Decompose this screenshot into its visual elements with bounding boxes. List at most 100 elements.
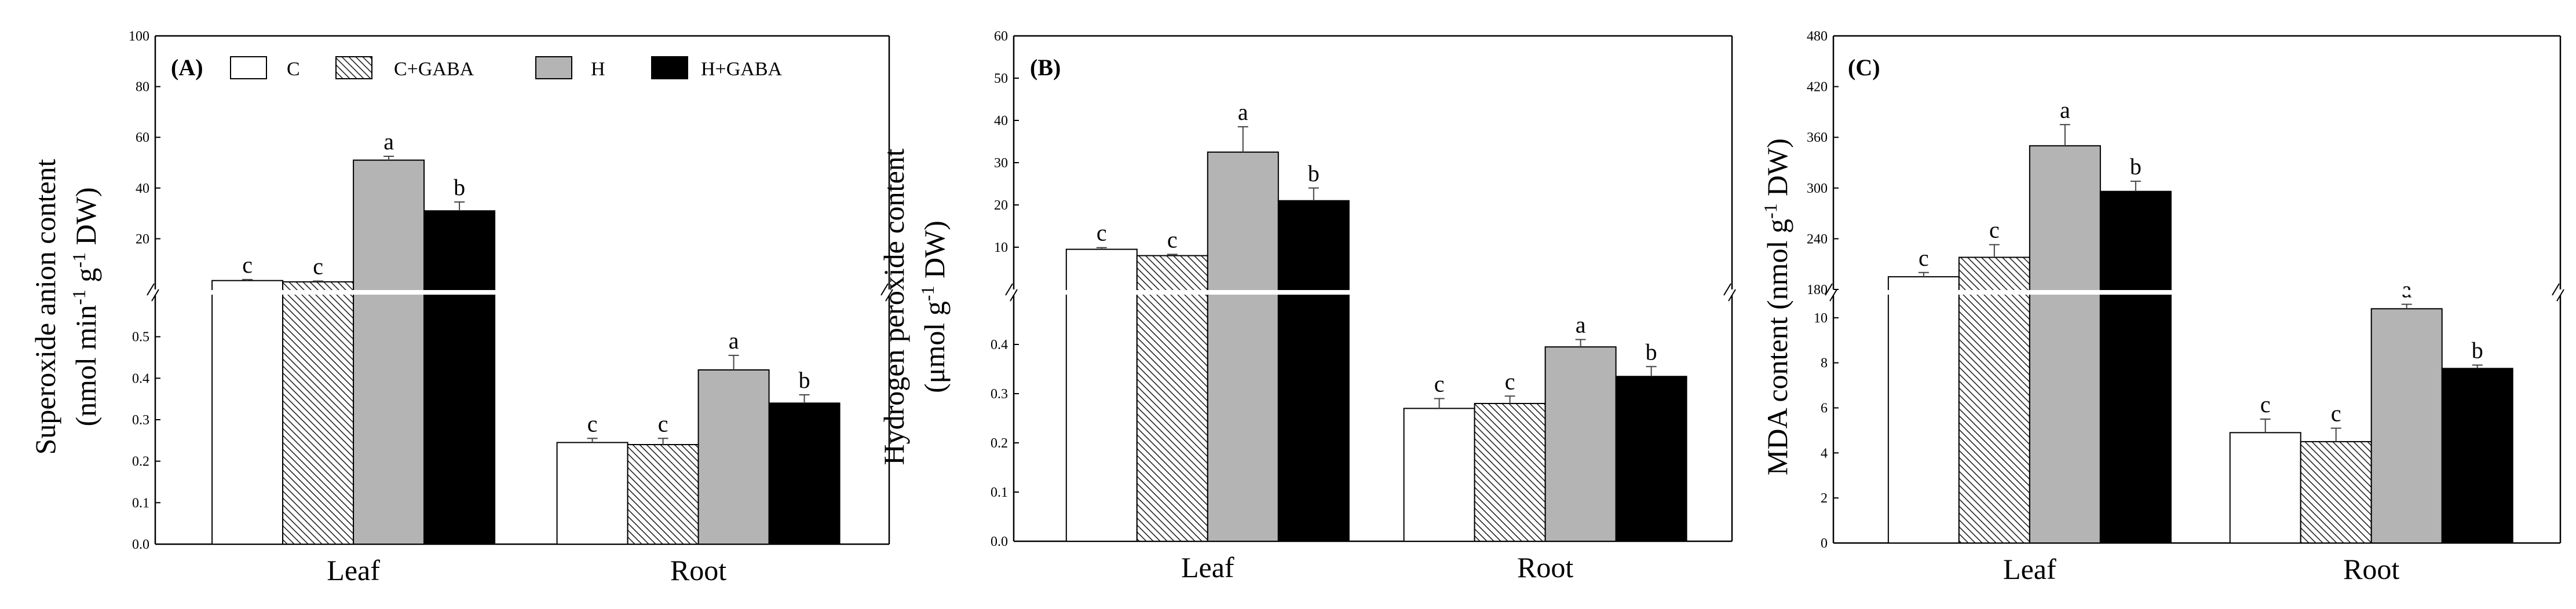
y-tick-label-upper: 60 [994,29,1008,44]
y-tick-label-lower: 0.1 [991,485,1008,500]
y-axis-unit: (nmol min-1 g-1 DW) [68,188,102,427]
plot-area: 180 240 300 360 420 480 0 2 4 6 8 10 c c a b Leaf c c a b Roo… [1807,29,2564,585]
significance-letter: c [313,254,323,280]
y-axis-title: Superoxide anion content [29,159,61,454]
legend: C C+GABA H H+GABA [230,56,783,80]
axis-break-mark [1005,283,1013,296]
y-tick-label-upper: 80 [136,80,149,95]
legend-label-c-gaba: C+GABA [394,58,474,80]
significance-letter: a [729,328,739,354]
significance-letter: c [2260,391,2271,417]
y-tick-label-upper: 100 [129,29,149,44]
y-tick-label-upper: 40 [136,181,149,196]
x-category-label: Root [1517,551,1573,584]
y-tick-label-upper: 30 [994,156,1008,171]
bar-root-c [1403,408,1475,542]
legend-swatch-h [535,56,572,79]
legend-swatch-h-gaba [651,56,688,79]
bar-leaf-c [1887,276,1960,544]
bar-leaf-h-gaba [2099,190,2172,544]
bar-leaf-h-gaba [423,210,496,545]
y-tick-label-upper: 20 [136,232,149,247]
x-category-label: Root [670,554,726,586]
x-category-label: Leaf [1181,551,1234,584]
significance-letter: c [2331,401,2341,427]
axis-break-mark [1010,289,1018,302]
bar-leaf-c-gaba [282,281,355,545]
significance-letter: b [2130,153,2142,179]
y-axis-title: MDA content (nmol g-1 DW) [1760,138,1793,475]
y-tick-label-upper: 360 [1807,130,1828,145]
panel-c: MDA content (nmol g-1 DW) (C) 180 240 300 3… [1760,29,2564,585]
panel-tag: (B) [1030,54,1061,80]
y-tick-label-lower: 10 [1814,311,1828,326]
bar-root-c [556,442,629,545]
y-tick-label-lower: 6 [1821,401,1828,416]
bar-root-h [2370,308,2443,544]
y-tick-label-lower: 0.4 [132,371,149,386]
significance-letter: c [1097,220,1107,246]
significance-letter: b [2472,337,2483,364]
y-axis-unit: (μmol g-1 DW) [917,221,951,393]
y-tick-label-lower: 0.2 [132,454,149,469]
significance-letter: b [1308,160,1320,186]
x-category-label: Leaf [2003,553,2056,585]
y-tick-label-lower: 0.3 [991,387,1008,402]
bar-root-h-gaba [768,402,841,545]
bar-leaf-c-gaba [1958,256,2030,544]
significance-letter: c [658,410,668,436]
significance-letter: b [1646,339,1657,365]
significance-letter: b [454,174,465,200]
y-tick-label-lower: 8 [1821,356,1828,371]
significance-letter: c [1434,371,1445,397]
bar-root-c-gaba [627,444,699,545]
y-tick-label-upper: 240 [1807,232,1828,247]
legend-swatch-c-gaba [335,56,372,79]
bar-leaf-h-gaba [1277,200,1350,542]
y-tick-label-lower: 0.0 [991,534,1008,549]
bar-root-h [1544,346,1617,542]
bar-leaf-c [211,280,284,545]
significance-letter: a [2060,97,2070,123]
axis-break-band [1012,290,1734,295]
bar-leaf-c-gaba [1136,255,1208,542]
axis-break-mark [1825,283,1833,296]
y-tick-label-lower: 0.5 [132,330,149,345]
panel-tag: (A) [171,54,203,80]
bar-root-h-gaba [2441,368,2513,544]
axis-break-mark [1728,289,1736,302]
axis-break-band [154,290,891,295]
significance-letter: b [799,367,810,393]
x-category-label: Root [2343,553,2399,585]
bar-root-c [2229,432,2301,544]
y-tick-label-upper: 300 [1807,181,1828,196]
axis-break-mark [1829,289,1837,302]
legend-label-h: H [591,58,605,80]
bar-leaf-c [1065,248,1138,542]
y-tick-label-upper: 20 [994,198,1008,213]
bar-leaf-h [353,159,425,545]
axis-break-mark [885,289,893,302]
bar-root-c-gaba [1474,403,1546,542]
y-tick-label-upper: 480 [1807,29,1828,44]
panel-tag: (C) [1848,54,1880,80]
axis-break-mark [2556,289,2564,302]
y-tick-label-upper: 180 [1807,283,1828,298]
y-tick-label-upper: 50 [994,71,1008,86]
legend-swatch-c [230,56,267,79]
axis-break-band [1832,290,2562,295]
y-tick-label-upper: 420 [1807,80,1828,95]
y-axis-title: Hydrogen peroxide content [878,148,910,465]
significance-letter: c [1167,226,1178,252]
significance-letter: c [1919,245,1929,271]
significance-letter: c [242,252,253,278]
axis-break-mark [151,289,159,302]
y-tick-label-lower: 0.4 [991,337,1008,353]
plot-area: 10 20 30 40 50 60 0.0 0.1 0.2 0.3 0.4 c c a b Leaf c c a b R… [991,29,1736,584]
y-tick-label-upper: 40 [994,113,1008,129]
bar-leaf-h [2029,145,2101,544]
legend-label-c: C [287,58,300,80]
panel-b: Hydrogen peroxide content (μmol g-1 DW) … [878,29,1736,584]
axis-break-mark [2552,283,2560,296]
